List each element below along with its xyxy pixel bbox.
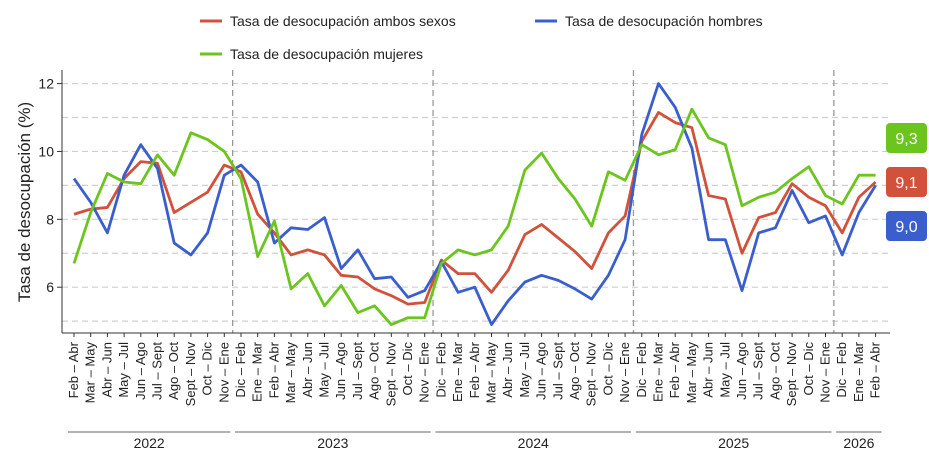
x-tick-label: Sept – Nov [383,342,398,407]
x-tick-label: Nov – Ene [216,342,231,403]
x-tick-label: Jul – Sept [751,342,766,400]
x-tick-label: Mar – May [484,342,499,404]
x-tick-label: Oct – Dic [801,342,816,396]
end-label: 9,0 [895,219,917,236]
x-tick-label: May – Jul [317,342,332,398]
x-tick-label: Jun – Ago [534,342,549,400]
end-label: 9,3 [895,131,917,148]
year-label: 2026 [843,435,874,451]
year-label: 2024 [518,435,549,451]
x-tick-label: Nov – Ene [417,342,432,403]
x-tick-label: Feb – Abr [667,341,682,398]
x-tick-label: Ago – Oct [567,342,582,400]
x-tick-label: Jul – Sept [550,342,565,400]
x-tick-label: Ago – Oct [166,342,181,400]
x-tick-label: Sept – Nov [183,342,198,407]
x-tick-label: Mar – May [83,342,98,404]
x-tick-label: Abr – Jun [300,342,315,398]
x-tick-label: Dic – Feb [634,342,649,398]
x-tick-label: Oct – Dic [400,342,415,396]
y-axis-label: Tasa de desocupación (%) [15,102,34,302]
y-tick-label: 12 [38,76,54,92]
legend-label: Tasa de desocupación mujeres [230,46,423,62]
x-tick-label: Abr – Jun [701,342,716,398]
x-tick-label: Jun – Ago [333,342,348,400]
x-tick-label: Feb – Abr [266,341,281,398]
x-tick-label: Jul – Sept [150,342,165,400]
x-tick-label: Mar – May [684,342,699,404]
x-tick-label: Nov – Ene [617,342,632,403]
legend-label: Tasa de desocupación ambos sexos [230,13,456,29]
x-tick-label: Sept – Nov [584,342,599,407]
x-tick-label: Feb – Abr [467,341,482,398]
x-tick-label: Oct – Dic [600,342,615,396]
x-tick-label: May – Jul [717,342,732,398]
series-line [72,107,876,326]
legend-label: Tasa de desocupación hombres [565,13,763,29]
end-label-box [886,210,927,241]
x-tick-label: Sept – Nov [784,342,799,407]
series-line [72,82,877,326]
year-label: 2022 [134,435,165,451]
x-tick-label: Feb – Abr [868,341,883,398]
x-tick-label: Dic – Feb [233,342,248,398]
x-tick-label: May – Jul [116,342,131,398]
x-tick-label: Nov – Ene [818,342,833,403]
end-label: 9,1 [895,175,917,192]
x-tick-label: May – Jul [517,342,532,398]
x-tick-label: Abr – Jun [99,342,114,398]
series-line [73,111,877,306]
x-tick-label: Ago – Oct [367,342,382,400]
x-tick-label: Ene – Mar [450,341,465,402]
y-tick-label: 8 [46,211,54,227]
x-tick-label: Feb – Abr [66,341,81,398]
x-tick-label: Ene – Mar [851,341,866,402]
y-tick-label: 6 [46,279,54,295]
x-tick-label: Dic – Feb [834,342,849,398]
x-tick-label: Mar – May [283,342,298,404]
x-tick-label: Abr – Jun [500,342,515,398]
x-tick-label: Jun – Ago [133,342,148,400]
x-tick-label: Jul – Sept [350,342,365,400]
y-tick-label: 10 [38,143,54,159]
x-tick-label: Oct – Dic [200,342,215,396]
end-label-box [886,122,927,153]
x-tick-label: Ago – Oct [767,342,782,400]
year-label: 2025 [718,435,749,451]
x-tick-label: Dic – Feb [433,342,448,398]
x-tick-label: Ene – Mar [250,341,265,402]
year-label: 2023 [317,435,348,451]
x-tick-label: Ene – Mar [651,341,666,402]
end-label-box [886,166,927,197]
x-tick-label: Jun – Ago [734,342,749,400]
